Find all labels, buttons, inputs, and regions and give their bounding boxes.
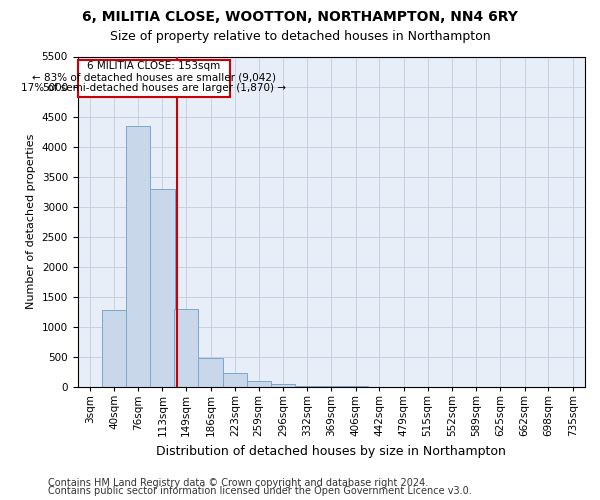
Text: 6, MILITIA CLOSE, WOOTTON, NORTHAMPTON, NN4 6RY: 6, MILITIA CLOSE, WOOTTON, NORTHAMPTON, … — [82, 10, 518, 24]
Bar — [223, 372, 247, 387]
Bar — [150, 188, 175, 387]
Bar — [77, 60, 230, 98]
Bar — [126, 126, 150, 387]
Text: 6 MILITIA CLOSE: 153sqm: 6 MILITIA CLOSE: 153sqm — [87, 62, 220, 72]
Bar — [247, 381, 271, 387]
Text: ← 83% of detached houses are smaller (9,042): ← 83% of detached houses are smaller (9,… — [32, 72, 276, 82]
Bar — [174, 309, 199, 387]
Bar — [295, 386, 319, 387]
Bar — [102, 310, 127, 387]
Text: Size of property relative to detached houses in Northampton: Size of property relative to detached ho… — [110, 30, 490, 43]
Text: 17% of semi-detached houses are larger (1,870) →: 17% of semi-detached houses are larger (… — [22, 83, 286, 93]
Text: Contains HM Land Registry data © Crown copyright and database right 2024.: Contains HM Land Registry data © Crown c… — [48, 478, 428, 488]
Bar — [199, 358, 223, 387]
X-axis label: Distribution of detached houses by size in Northampton: Distribution of detached houses by size … — [157, 444, 506, 458]
Y-axis label: Number of detached properties: Number of detached properties — [26, 134, 36, 310]
Text: Contains public sector information licensed under the Open Government Licence v3: Contains public sector information licen… — [48, 486, 472, 496]
Bar — [271, 384, 295, 387]
Bar — [344, 386, 368, 387]
Bar — [319, 386, 344, 387]
